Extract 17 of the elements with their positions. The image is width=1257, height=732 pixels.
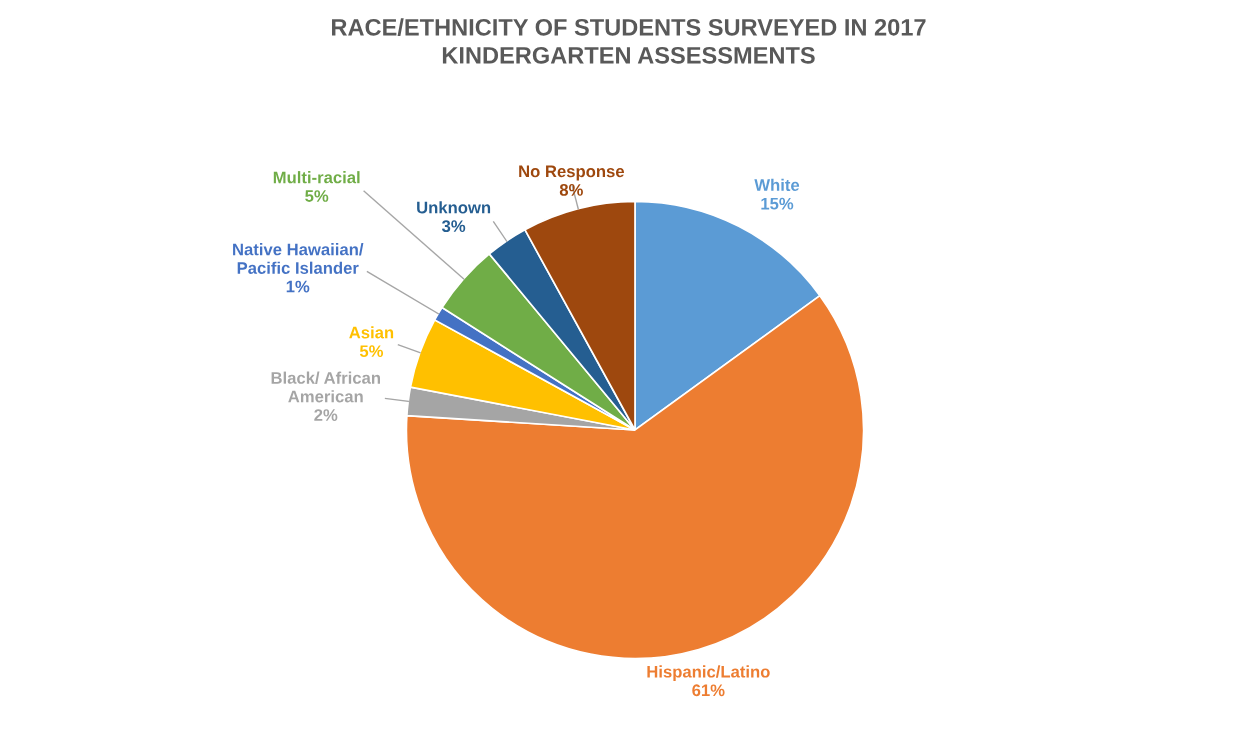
slice-label: No Response: [519, 165, 625, 181]
data-label: 5%: [359, 345, 384, 358]
data-label: 15%: [761, 197, 794, 210]
slice-label: Unknown: [417, 201, 491, 214]
slice-label: Multi-racial: [273, 171, 360, 184]
slice-label: Hispanic/Latino: [647, 665, 770, 681]
slice-label: Black/ African American: [271, 371, 380, 403]
slice-label: Native Hawaiian/ Pacific Islander: [233, 243, 364, 274]
data-label: 3%: [441, 220, 466, 233]
data-label: 2%: [314, 409, 338, 421]
data-label: 1%: [286, 280, 310, 293]
data-label: 8%: [559, 183, 583, 196]
chart-title: RACE/ETHNICITY OF STUDENTS SURVEYED IN 2017 KINDERGARTEN ASSESSMENTS: [332, 18, 926, 64]
slice-label: White: [754, 178, 800, 191]
slice-label: Asian: [349, 326, 394, 339]
data-label: 61%: [692, 684, 725, 697]
data-label: 5%: [305, 190, 329, 202]
